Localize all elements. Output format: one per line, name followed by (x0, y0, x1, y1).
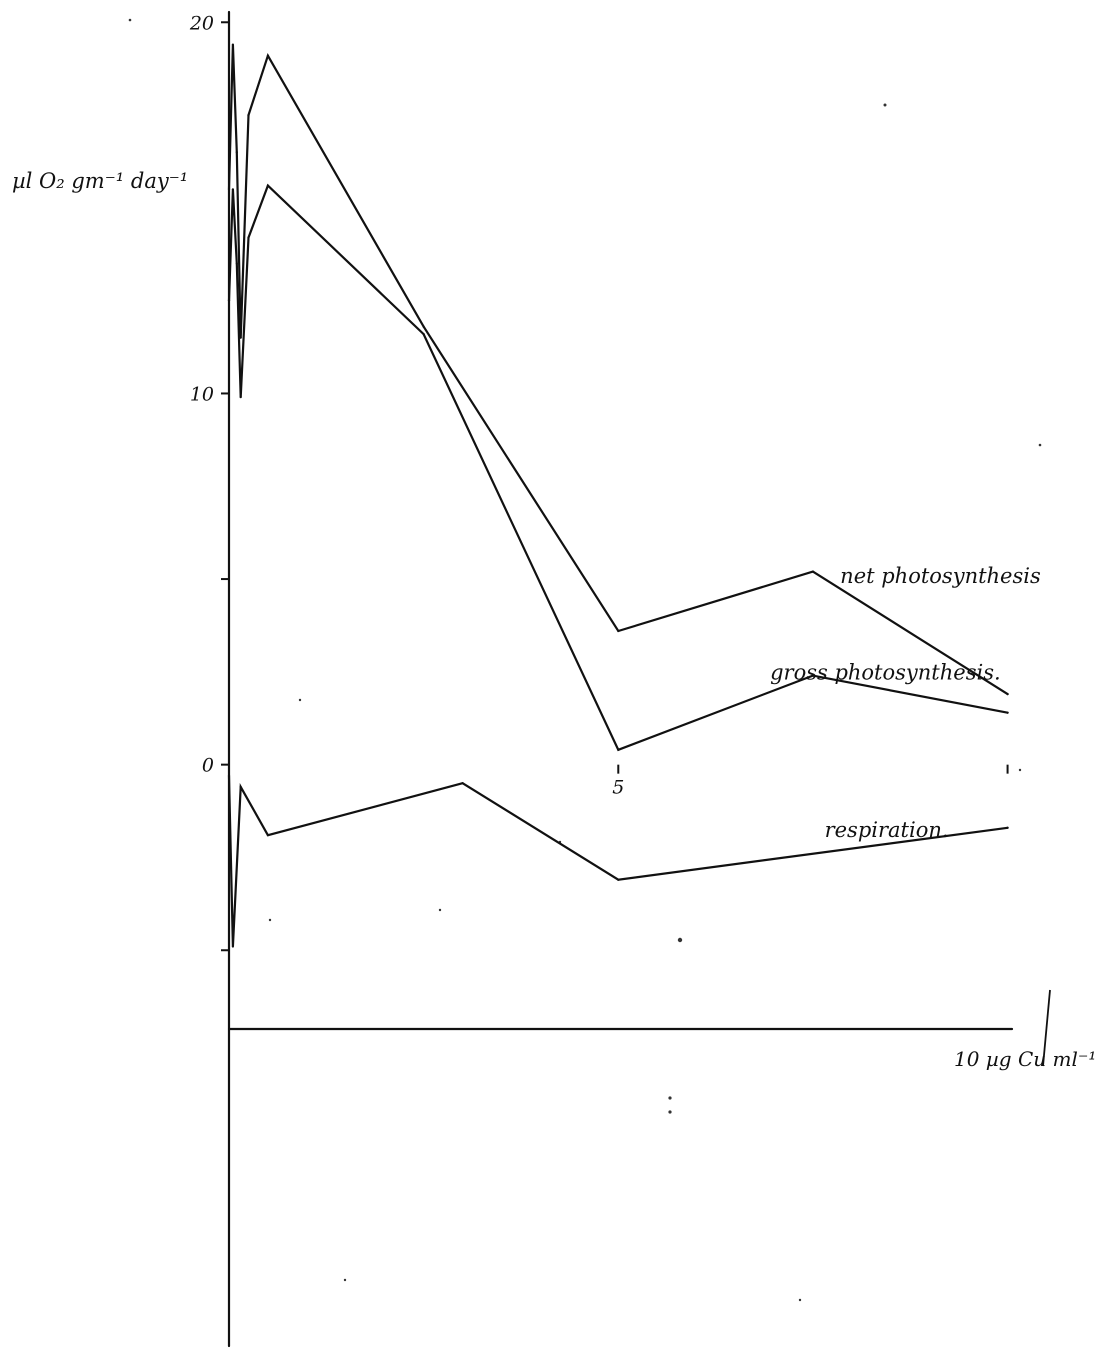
series-label-respiration: respiration. (825, 818, 949, 842)
data-point-gross-photosynthesis (811, 674, 815, 677)
series-line-gross-photosynthesis (227, 183, 1009, 752)
series-label-net-photosynthesis: net photosynthesis (840, 564, 1041, 588)
series-line-net-photosynthesis (227, 44, 1009, 696)
x-tick-label: 5 (612, 777, 624, 799)
data-point-respiration (227, 774, 231, 777)
data-point-gross-photosynthesis (247, 236, 250, 239)
data-point-gross-photosynthesis (422, 332, 425, 336)
data-point-net-photosynthesis (227, 188, 231, 191)
data-point-respiration (239, 785, 242, 789)
data-series (227, 43, 1009, 948)
data-point-net-photosynthesis (231, 43, 234, 46)
data-point-respiration (461, 782, 464, 785)
y-tick-label: 0 (202, 755, 214, 777)
y-axis-label: µl O₂ gm⁻¹ day⁻¹ (12, 169, 188, 193)
x-axis-unit-label: 10 µg Cu ml⁻¹ (954, 1047, 1096, 1071)
data-point-respiration (266, 834, 270, 837)
pencil-mark (1042, 989, 1051, 1067)
data-point-gross-photosynthesis (227, 299, 231, 302)
data-point-gross-photosynthesis (1006, 711, 1009, 714)
data-point-net-photosynthesis (811, 570, 815, 573)
data-point-respiration (1006, 826, 1009, 829)
data-point-net-photosynthesis (422, 325, 425, 328)
series-label-gross-photosynthesis: gross photosynthesis. (770, 660, 1001, 684)
data-point-gross-photosynthesis (239, 396, 242, 399)
series-line-respiration (227, 774, 1009, 947)
data-point-net-photosynthesis (235, 151, 238, 154)
data-point-net-photosynthesis (266, 54, 270, 57)
x-ticks: 5 (612, 764, 1009, 799)
data-point-net-photosynthesis (239, 336, 242, 339)
data-point-gross-photosynthesis (617, 748, 620, 751)
y-tick-label: 20 (189, 12, 214, 34)
data-point-net-photosynthesis (1006, 693, 1009, 696)
data-point-respiration (231, 945, 234, 948)
scan-specks (128, 18, 1042, 1302)
y-ticks: 20 10 0 (189, 12, 229, 952)
data-point-respiration (617, 878, 620, 881)
data-point-gross-photosynthesis (235, 262, 238, 265)
data-point-net-photosynthesis (617, 629, 620, 633)
data-point-net-photosynthesis (247, 113, 250, 117)
y-tick-label: 10 (190, 383, 214, 405)
data-point-gross-photosynthesis (266, 184, 270, 187)
data-point-gross-photosynthesis (231, 188, 234, 191)
